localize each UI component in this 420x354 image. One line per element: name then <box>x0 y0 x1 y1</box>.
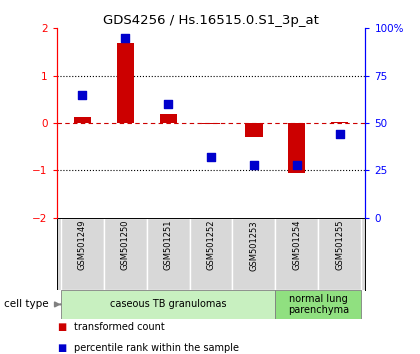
Bar <box>245 123 262 137</box>
Text: transformed count: transformed count <box>74 322 164 332</box>
Bar <box>288 123 305 173</box>
Text: GSM501253: GSM501253 <box>249 220 258 270</box>
Text: ■: ■ <box>57 343 66 353</box>
Text: ■: ■ <box>57 322 66 332</box>
Bar <box>74 117 91 123</box>
Bar <box>61 218 104 290</box>
Text: cell type: cell type <box>4 299 49 309</box>
Text: GSM501254: GSM501254 <box>292 220 301 270</box>
Text: GSM501250: GSM501250 <box>121 220 130 270</box>
Bar <box>104 218 147 290</box>
Text: normal lung
parenchyma: normal lung parenchyma <box>288 293 349 315</box>
Bar <box>160 114 177 123</box>
Point <box>79 92 86 97</box>
Point <box>336 132 343 137</box>
Point <box>294 162 300 167</box>
Bar <box>147 218 189 290</box>
Bar <box>202 123 220 124</box>
Point <box>208 154 215 160</box>
Text: GSM501251: GSM501251 <box>164 220 173 270</box>
Text: percentile rank within the sample: percentile rank within the sample <box>74 343 239 353</box>
Bar <box>318 218 361 290</box>
Text: GSM501255: GSM501255 <box>335 220 344 270</box>
Bar <box>276 218 318 290</box>
Point <box>122 35 129 41</box>
Bar <box>331 121 348 123</box>
Text: caseous TB granulomas: caseous TB granulomas <box>110 299 226 309</box>
Bar <box>233 218 276 290</box>
Point <box>165 101 171 107</box>
Title: GDS4256 / Hs.16515.0.S1_3p_at: GDS4256 / Hs.16515.0.S1_3p_at <box>103 14 319 27</box>
Bar <box>276 290 361 319</box>
Point <box>251 162 257 167</box>
Bar <box>61 290 276 319</box>
Text: GSM501252: GSM501252 <box>207 220 215 270</box>
Bar <box>117 42 134 123</box>
Bar <box>189 218 233 290</box>
Text: GSM501249: GSM501249 <box>78 220 87 270</box>
